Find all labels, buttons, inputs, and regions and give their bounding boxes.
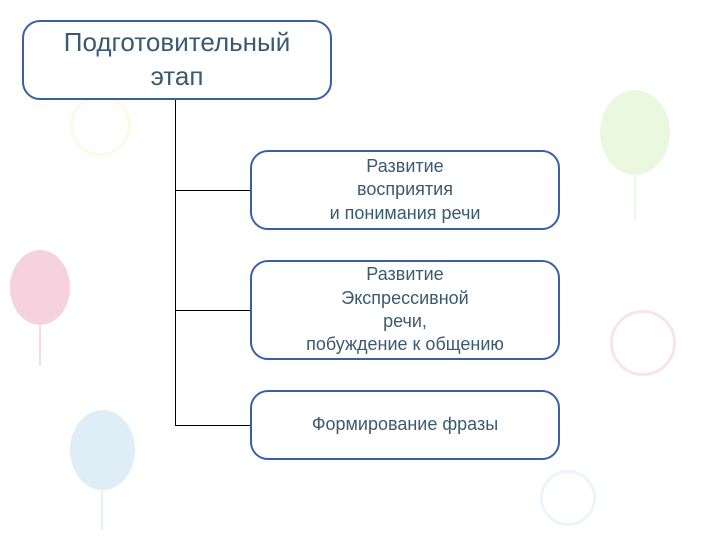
- child-label-3: Формирование фразы: [312, 413, 498, 436]
- bg-balloon-3: [70, 410, 135, 490]
- child-label-2: РазвитиеЭкспрессивнойречи,побуждение к о…: [306, 263, 504, 357]
- bg-swirl-2: [610, 310, 676, 376]
- bg-balloon-2: [600, 90, 670, 175]
- bg-swirl-1: [70, 95, 131, 156]
- bg-balloon-3-string: [101, 490, 103, 530]
- child-label-1: Развитиевосприятияи понимания речи: [330, 155, 481, 225]
- bg-balloon-1-string: [39, 325, 41, 365]
- bg-balloon-2-string: [634, 175, 636, 220]
- root-label: Подготовительныйэтап: [64, 26, 290, 94]
- bg-swirl-3: [540, 470, 596, 526]
- connector-trunk: [175, 100, 176, 425]
- child-node-3: Формирование фразы: [250, 390, 560, 460]
- connector-branch-1: [175, 190, 250, 191]
- child-node-1: Развитиевосприятияи понимания речи: [250, 150, 560, 230]
- connector-branch-2: [175, 310, 250, 311]
- connector-branch-3: [175, 425, 250, 426]
- root-node: Подготовительныйэтап: [22, 20, 332, 100]
- child-node-2: РазвитиеЭкспрессивнойречи,побуждение к о…: [250, 260, 560, 360]
- bg-balloon-1: [10, 250, 70, 325]
